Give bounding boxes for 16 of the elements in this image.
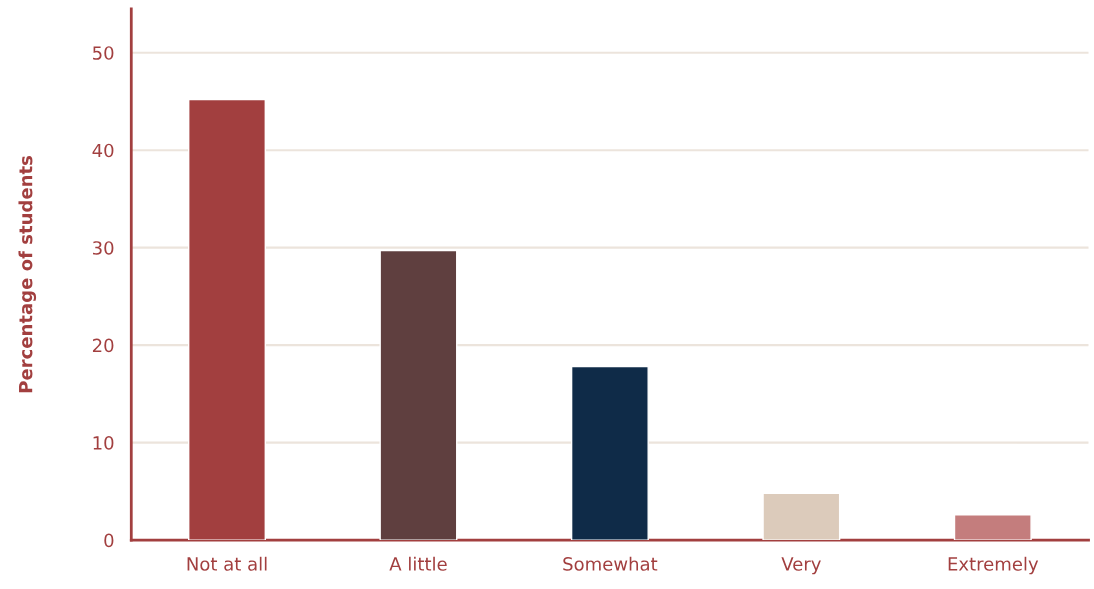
y-tick-label: 20 xyxy=(92,338,114,353)
x-tick-label: Very xyxy=(781,557,821,575)
x-tick-label: A little xyxy=(389,556,447,571)
y-tick-label: 50 xyxy=(93,46,114,60)
y-tick-label: 0 xyxy=(104,533,114,548)
y-tick-label: 40 xyxy=(92,143,114,158)
bar xyxy=(953,514,1032,541)
bar xyxy=(570,365,649,541)
y-tick-label: 30 xyxy=(93,241,114,255)
x-tick-label: Extremely xyxy=(948,556,1039,575)
x-tick-label: Not at all xyxy=(187,556,267,571)
bar xyxy=(379,249,458,541)
y-axis-title: Percentage of students xyxy=(18,156,37,393)
bar xyxy=(762,492,841,541)
y-tick-label: 10 xyxy=(93,436,114,450)
x-tick-label: Somewhat xyxy=(563,556,658,571)
